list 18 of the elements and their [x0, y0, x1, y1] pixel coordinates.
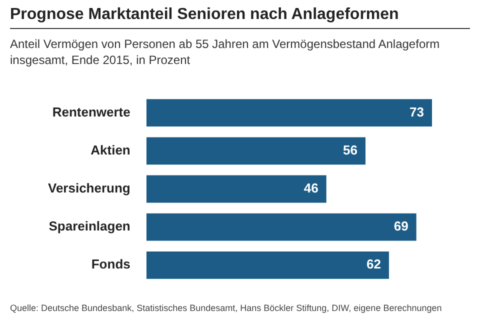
bar — [146, 251, 389, 279]
data-label: 62 — [366, 256, 381, 272]
bar — [146, 99, 432, 127]
data-label: 73 — [410, 104, 424, 120]
data-label: 46 — [304, 180, 318, 196]
bar — [146, 213, 416, 241]
data-label: 56 — [343, 142, 358, 158]
y-tick-label: Rentenwerte — [52, 104, 130, 120]
chart-subtitle: Anteil Vermögen von Personen ab 55 Jahren am Vermögensbestand Anlageform insgesamt, Ende 2015, in Prozent — [10, 36, 441, 68]
chart-title: Prognose Marktanteil Senioren nach Anlageformen — [10, 6, 470, 29]
y-tick-label: Fonds — [91, 256, 130, 272]
data-label: 69 — [394, 218, 408, 234]
bar — [146, 137, 366, 165]
y-tick-label: Spareinlagen — [48, 218, 130, 234]
y-tick-label: Aktien — [90, 142, 130, 158]
y-tick-label: Versicherung — [48, 180, 130, 196]
source-note: Quelle: Deutsche Bundesbank, Statistisches Bundesamt, Hans Böckler Stiftung, DIW, eigene Berechnungen — [10, 303, 443, 313]
bar — [146, 175, 326, 203]
